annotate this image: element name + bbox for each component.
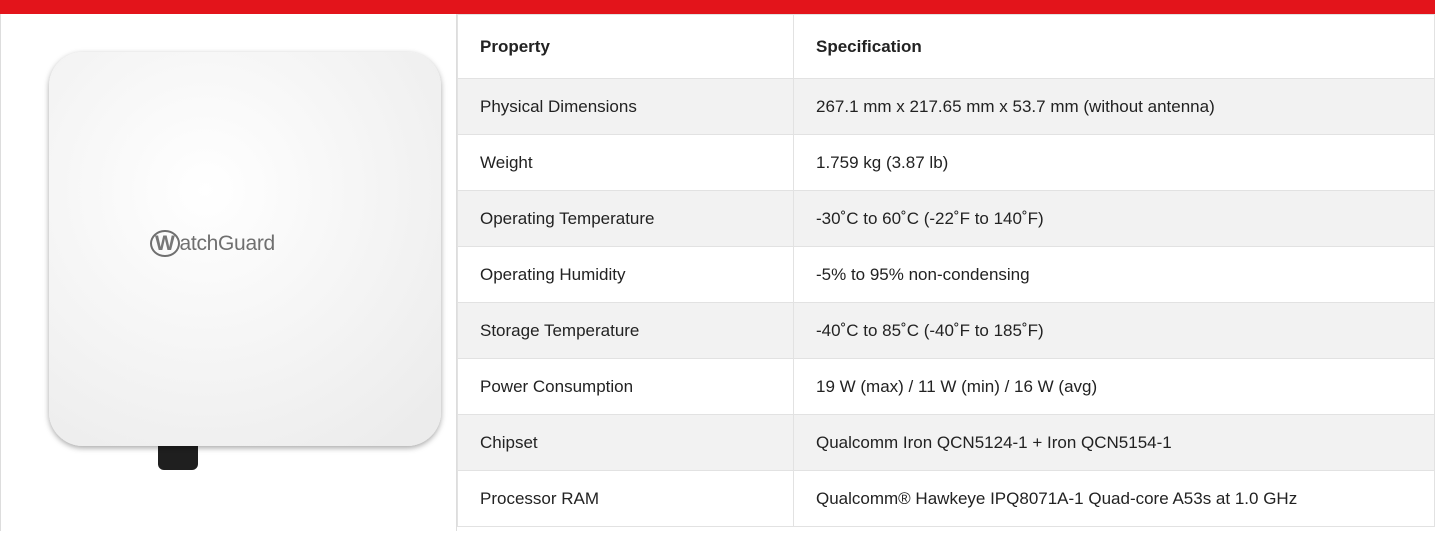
- table-row: Storage Temperature-40˚C to 85˚C (-40˚F …: [458, 303, 1435, 359]
- page: WatchGuard Property Specification Physic…: [0, 0, 1435, 531]
- spec-value: 1.759 kg (3.87 lb): [794, 135, 1435, 191]
- spec-value: -30˚C to 60˚C (-22˚F to 140˚F): [794, 191, 1435, 247]
- spec-value: 267.1 mm x 217.65 mm x 53.7 mm (without …: [794, 79, 1435, 135]
- spec-value: 19 W (max) / 11 W (min) / 16 W (avg): [794, 359, 1435, 415]
- property-name: Processor RAM: [458, 471, 794, 527]
- header-cell: Specification: [794, 15, 1435, 79]
- header-row: Property Specification: [458, 15, 1435, 79]
- brand-logo: WatchGuard: [150, 232, 275, 256]
- product-panel: [0, 14, 457, 531]
- table-row: Operating Humidity-5% to 95% non-condens…: [458, 247, 1435, 303]
- spec-value: Qualcomm Iron QCN5124-1 + Iron QCN5154-1: [794, 415, 1435, 471]
- spec-value: -40˚C to 85˚C (-40˚F to 185˚F): [794, 303, 1435, 359]
- top-bar: [0, 0, 1435, 14]
- spec-table: Property Specification Physical Dimensio…: [457, 14, 1435, 527]
- spec-value: -5% to 95% non-condensing: [794, 247, 1435, 303]
- table-row: Operating Temperature-30˚C to 60˚C (-22˚…: [458, 191, 1435, 247]
- property-name: Operating Humidity: [458, 247, 794, 303]
- header-cell: Property: [458, 15, 794, 79]
- property-name: Operating Temperature: [458, 191, 794, 247]
- spec-value: Qualcomm® Hawkeye IPQ8071A-1 Quad-core A…: [794, 471, 1435, 527]
- property-name: Physical Dimensions: [458, 79, 794, 135]
- property-name: Chipset: [458, 415, 794, 471]
- property-name: Power Consumption: [458, 359, 794, 415]
- property-name: Weight: [458, 135, 794, 191]
- product-image: [1, 14, 456, 531]
- property-name: Storage Temperature: [458, 303, 794, 359]
